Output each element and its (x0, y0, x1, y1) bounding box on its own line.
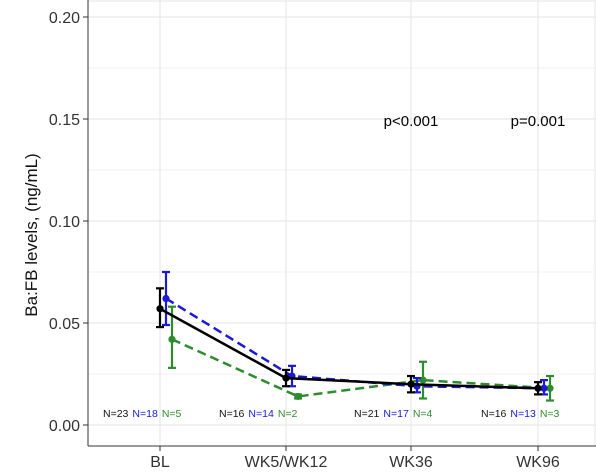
data-point (282, 374, 290, 382)
data-point (534, 384, 542, 392)
n-label-group: N=23 N=18 N=5 (103, 408, 182, 420)
x-tick-label: BL (150, 454, 170, 471)
y-axis: 0.00 0.05 0.10 0.15 0.20 (49, 0, 89, 446)
n-label: N=3 (540, 408, 560, 420)
n-label: N=14 (248, 408, 274, 420)
y-tick-label: 0.05 (49, 316, 80, 333)
data-point (540, 384, 548, 392)
x-axis: BL WK5/WK12 WK36 WK96 (88, 445, 596, 471)
y-tick-label: 0.00 (49, 418, 80, 435)
x-tick-label: WK96 (516, 454, 560, 471)
n-label: N=18 (132, 408, 158, 420)
y-tick-label: 0.15 (49, 112, 80, 129)
sample-size-labels: N=23 N=18 N=5 N=16 N=14 N=2 N=21 N=17 N=4 N=16 N=1… (103, 408, 560, 420)
n-label: N=2 (278, 408, 298, 420)
n-label-group: N=16 N=14 N=2 (219, 408, 298, 420)
p-value-label: p<0.001 (384, 113, 439, 130)
data-point (407, 380, 415, 388)
y-tick-label: 0.10 (49, 214, 80, 231)
n-label: N=16 (219, 408, 245, 420)
n-label: N=17 (383, 408, 409, 420)
n-label: N=5 (162, 408, 182, 420)
series-line (159, 307, 539, 390)
series-0 (156, 287, 542, 396)
series-line (171, 338, 551, 398)
annotations: p<0.001 p=0.001 (384, 113, 566, 130)
x-tick-label: WK36 (389, 454, 433, 471)
n-label-group: N=16 N=13 N=3 (481, 408, 560, 420)
x-tick-label: WK5/WK12 (245, 454, 328, 471)
data-point (156, 305, 164, 313)
data-point (168, 335, 176, 343)
n-label: N=4 (413, 408, 433, 420)
plot-area (156, 270, 554, 402)
p-value-label: p=0.001 (511, 113, 566, 130)
n-label: N=21 (354, 408, 380, 420)
series-1 (162, 270, 548, 396)
data-point (162, 294, 170, 303)
y-tick-label: 0.20 (49, 10, 80, 27)
n-label-group: N=21 N=17 N=4 (354, 408, 433, 420)
data-point (419, 376, 427, 384)
data-point (546, 384, 554, 392)
n-label: N=13 (510, 408, 536, 420)
series-2 (168, 305, 554, 402)
data-point (294, 392, 302, 401)
y-axis-label: Ba:FB levels, (ng/mL) (22, 153, 41, 316)
n-label: N=23 (103, 408, 129, 420)
n-label: N=16 (481, 408, 507, 420)
